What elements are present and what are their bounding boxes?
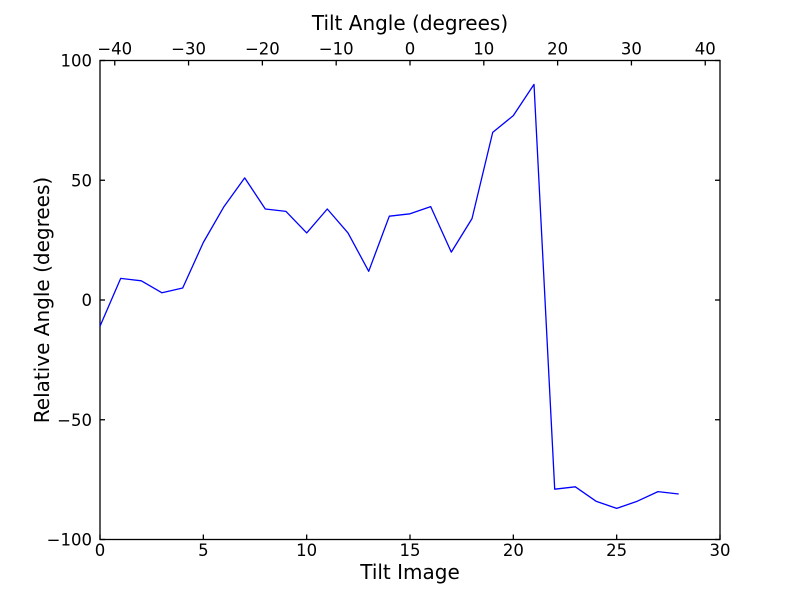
x-tick-label: 5 <box>198 541 209 560</box>
y-tick-label: 100 <box>61 52 93 71</box>
x-tick-label: 0 <box>95 541 106 560</box>
x-tick-label: 25 <box>606 541 627 560</box>
plot-border <box>99 59 721 541</box>
top-x-tick-label: −30 <box>171 40 206 59</box>
x-tick-label: 10 <box>296 541 317 560</box>
top-x-tick-label: −10 <box>319 40 354 59</box>
x-tick-label: 15 <box>400 541 421 560</box>
x-axis-label: Tilt Image <box>359 560 460 584</box>
top-x-tick-label: −40 <box>97 40 132 59</box>
y-tick-label: −50 <box>57 411 92 430</box>
x-tick-label: 30 <box>710 541 731 560</box>
top-x-axis-label: Tilt Angle (degrees) <box>311 11 508 35</box>
top-x-tick-label: 10 <box>473 40 494 59</box>
y-tick-label: −100 <box>47 531 92 550</box>
top-x-tick-label: 40 <box>695 40 716 59</box>
top-x-tick-label: 20 <box>547 40 568 59</box>
data-line <box>99 83 679 510</box>
y-tick-label: 50 <box>71 171 92 190</box>
y-axis-label: Relative Angle (degrees) <box>30 177 54 423</box>
top-x-tick-label: −20 <box>245 40 280 59</box>
top-x-tick-label: 0 <box>405 40 416 59</box>
chart-layer: 0 5 10 15 20 25 30−40 −30 −20 −10 0 10 20 30 40−100−50… <box>47 40 731 561</box>
top-x-tick-label: 30 <box>621 40 642 59</box>
y-tick-label: 0 <box>82 291 93 310</box>
x-tick-label: 20 <box>503 541 524 560</box>
